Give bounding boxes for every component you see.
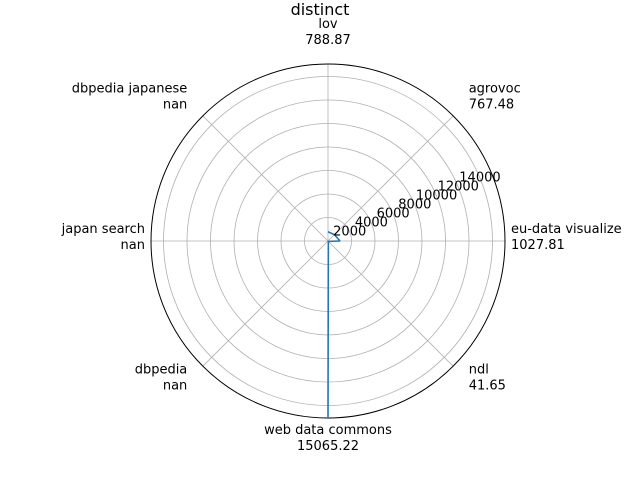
- category-label: agrovoc: [469, 81, 521, 96]
- category-value-label: 41.65: [469, 379, 506, 394]
- radial-tick-label: 6000: [377, 207, 410, 222]
- category-value-label: 788.87: [305, 33, 351, 48]
- category-value-label: 1027.81: [511, 238, 565, 253]
- radial-tick-label: 12000: [438, 180, 479, 195]
- category-value-label: 767.48: [469, 97, 514, 112]
- category-label: ndl: [469, 363, 489, 378]
- series-group: [327, 231, 341, 419]
- spoke-7: [327, 240, 454, 367]
- category-label: web data commons: [264, 423, 392, 438]
- series-line: [327, 231, 341, 242]
- category-value-label: nan: [121, 238, 145, 253]
- category-label: dbpedia: [135, 363, 188, 378]
- radial-tick-label: 4000: [355, 216, 388, 231]
- spoke-3: [202, 115, 329, 242]
- category-label: japan search: [61, 222, 145, 237]
- radial-tick-label: 10000: [416, 189, 457, 204]
- category-value-label: nan: [163, 379, 187, 394]
- category-label: dbpedia japanese: [72, 81, 188, 96]
- category-value-label: nan: [163, 97, 187, 112]
- radial-tick-label: 14000: [459, 171, 500, 186]
- chart-title: distinct: [290, 0, 350, 19]
- category-label: lov: [318, 17, 338, 32]
- category-label: eu-data visualize: [511, 222, 622, 237]
- series-line: [327, 240, 341, 419]
- category-value-label: 15065.22: [297, 439, 359, 454]
- radial-tick-label: 2000: [333, 225, 366, 240]
- radial-tick-label: 8000: [398, 198, 431, 213]
- spoke-5: [202, 240, 329, 367]
- spoke-1: [327, 115, 454, 242]
